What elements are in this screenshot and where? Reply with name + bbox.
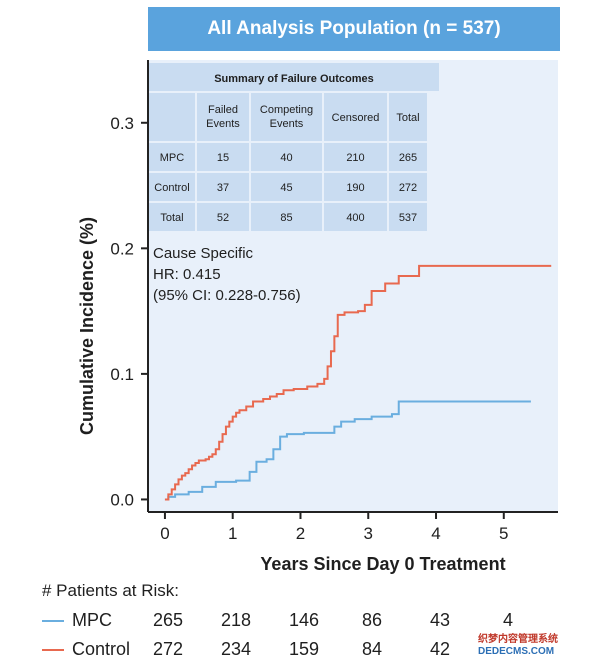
table-header-text: Competing Events (260, 104, 313, 130)
risk-count: 234 (220, 639, 252, 659)
risk-count: 218 (220, 610, 252, 630)
annotation-line: Cause Specific (153, 245, 254, 262)
control-curve (164, 264, 552, 501)
annotation-line: HR: 0.415 (153, 266, 221, 283)
table-cell (197, 143, 249, 171)
table-cell (251, 173, 322, 201)
table-cell (324, 173, 387, 201)
table-cell (389, 173, 427, 201)
risk-count: 272 (152, 639, 184, 659)
risk-table-title: # Patients at Risk: (42, 581, 180, 600)
table-cell-text: 85 (280, 212, 292, 224)
population-banner: All Analysis Population (n = 537) (148, 7, 560, 51)
x-tick-label: 5 (499, 524, 508, 543)
table-cell-text: 40 (280, 152, 292, 164)
table-cell-text: 52 (217, 212, 229, 224)
hr-annotation: Cause Specific HR: 0.415 (95% CI: 0.228-0.… (153, 245, 301, 304)
table-header-text: Total (396, 112, 419, 124)
table-cell (251, 93, 322, 141)
watermark-url: DEDECMS.COM (478, 646, 555, 657)
annotation-line: (95% CI: 0.228-0.756) (153, 287, 301, 304)
y-tick-label: 0.1 (110, 365, 134, 384)
table-cell (149, 143, 195, 171)
y-tick-label: 0.0 (110, 490, 134, 509)
summary-table: Summary of Failure Outcomes Failed Events C… (149, 63, 439, 231)
y-tick-label: 0.3 (110, 114, 134, 133)
table-cell (389, 93, 427, 141)
watermark: 织梦内容管理系统 DEDECMS.COM (478, 634, 558, 658)
table-cell-text: 15 (217, 152, 229, 164)
table-cell (389, 203, 427, 231)
table-header-text: Censored (332, 112, 380, 124)
table-cell (197, 93, 249, 141)
x-axis-label: Years Since Day 0 Treatment (260, 554, 505, 574)
table-cell (197, 173, 249, 201)
risk-count: 159 (288, 639, 320, 659)
x-tick-label: 4 (431, 524, 440, 543)
x-tick-label: 2 (296, 524, 305, 543)
risk-count: 84 (361, 639, 383, 659)
risk-row-label: Control (72, 639, 131, 659)
table-cell-text: 190 (346, 182, 364, 194)
series-layer (164, 264, 552, 501)
risk-count: 146 (288, 610, 320, 630)
watermark-text: 织梦内容管理系统 (478, 634, 558, 645)
table-cell-text: MPC (160, 152, 185, 164)
risk-count: 265 (152, 610, 184, 630)
table-cell (251, 203, 322, 231)
risk-row-label: MPC (72, 610, 112, 630)
risk-count: 4 (502, 610, 513, 630)
table-cell (324, 203, 387, 231)
table-cell-text: 537 (399, 212, 417, 224)
banner-title: All Analysis Population (n = 537) (207, 18, 501, 39)
table-header-text: Failed Events (206, 104, 240, 130)
table-cell-text: Control (154, 182, 189, 194)
table-cell-text: 265 (399, 152, 417, 164)
y-axis-label: Cumulative Incidence (%) (77, 217, 97, 435)
table-cell (251, 143, 322, 171)
table-cell (149, 203, 195, 231)
table-cell-text: Total (160, 212, 183, 224)
control-legend-line (42, 649, 64, 651)
table-cell (389, 143, 427, 171)
y-tick-label: 0.2 (110, 239, 134, 258)
table-cell (149, 173, 195, 201)
table-cell-text: 272 (399, 182, 417, 194)
table-title-cell (149, 63, 439, 91)
risk-count: 86 (361, 610, 383, 630)
x-tick-label: 3 (364, 524, 373, 543)
x-tick-label: 0 (160, 524, 169, 543)
mpc-curve (164, 400, 531, 501)
mpc-legend-line (42, 620, 64, 622)
table-cell (197, 203, 249, 231)
risk-count: 42 (429, 639, 451, 659)
table-cell-text: 37 (217, 182, 229, 194)
table-cell-text: 45 (280, 182, 292, 194)
table-title: Summary of Failure Outcomes (214, 73, 374, 85)
x-tick-label: 1 (228, 524, 237, 543)
table-cell-text: 400 (346, 212, 364, 224)
table-cell (324, 143, 387, 171)
table-cell-text: 210 (346, 152, 364, 164)
table-cell (149, 93, 195, 141)
table-cell (324, 93, 387, 141)
risk-count: 43 (429, 610, 451, 630)
